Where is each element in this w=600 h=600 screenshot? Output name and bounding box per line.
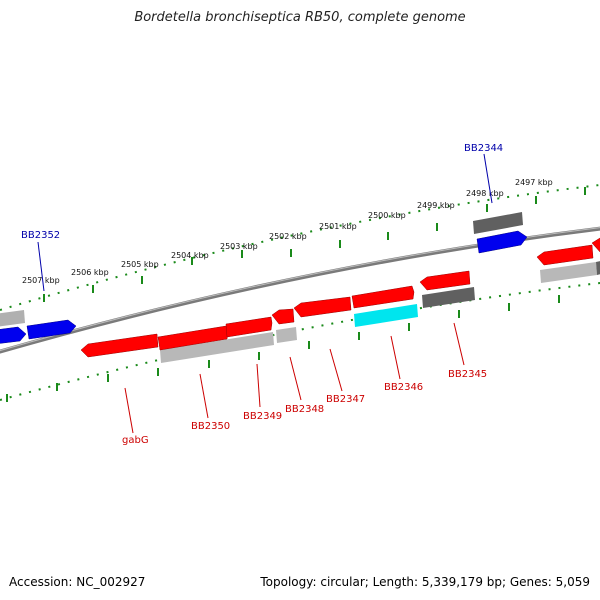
gene-arrow[interactable] (351, 285, 415, 309)
gene-arrow[interactable] (591, 237, 600, 253)
ruler-label: 2500 kbp (368, 211, 406, 220)
ruler-label: 2504 kbp (171, 251, 209, 260)
inner-ruler (0, 282, 600, 401)
gene-label-bb2349[interactable]: BB2349 (243, 411, 282, 422)
ruler-label: 2505 kbp (121, 260, 159, 269)
feature-box[interactable] (540, 262, 597, 283)
feature-box[interactable] (422, 287, 475, 308)
gene-label-bb2345[interactable]: BB2345 (448, 369, 487, 380)
ruler-label: 2497 kbp (515, 178, 553, 187)
gene-label-bb2347[interactable]: BB2347 (326, 394, 365, 405)
feature-box[interactable] (596, 260, 600, 275)
gene-arrow[interactable] (536, 244, 594, 266)
label-leaders (37, 153, 493, 434)
leader-line (453, 322, 465, 366)
feature-box[interactable] (160, 332, 274, 363)
gene-arrow[interactable] (419, 270, 471, 291)
genome-summary: Topology: circular; Length: 5,339,179 bp… (260, 575, 590, 589)
outer-ruler-ticks (43, 187, 586, 302)
gene-arrow[interactable] (26, 319, 77, 340)
gene-arrow[interactable] (293, 296, 352, 318)
feature-box[interactable] (276, 327, 297, 343)
leader-line (289, 356, 302, 401)
gene-labels: BB2352 BB2344 gabG BB2350 BB2349 BB2348 … (21, 143, 503, 446)
gene-arrow[interactable] (0, 326, 27, 344)
ruler-label: 2506 kbp (71, 268, 109, 277)
inner-ruler-ticks (6, 295, 560, 402)
leader-line (256, 363, 261, 408)
gene-label-bb2352[interactable]: BB2352 (21, 230, 60, 241)
ruler-label: 2502 kbp (269, 232, 307, 241)
leader-line (124, 387, 134, 434)
ruler-label: 2499 kbp (417, 201, 455, 210)
gene-label-bb2344[interactable]: BB2344 (464, 143, 503, 154)
gene-label-bb2350[interactable]: BB2350 (191, 421, 230, 432)
leader-line (390, 335, 401, 380)
feature-box[interactable] (473, 212, 523, 234)
feature-box[interactable] (0, 310, 25, 327)
reverse-strand-features (0, 230, 528, 344)
ruler-labels: 2507 kbp 2506 kbp 2505 kbp 2504 kbp 2503… (22, 178, 553, 285)
leader-line (483, 153, 493, 204)
leader-line (37, 241, 45, 292)
forward-strand-features (80, 237, 600, 358)
ruler-label: 2507 kbp (22, 276, 60, 285)
grey-features (0, 212, 600, 363)
ruler-label: 2501 kbp (319, 222, 357, 231)
gene-label-gabg[interactable]: gabG (122, 435, 149, 446)
gene-label-bb2348[interactable]: BB2348 (285, 404, 324, 415)
feature-box-cyan[interactable] (354, 304, 418, 327)
ruler-label: 2503 kbp (220, 242, 258, 251)
outer-ruler (0, 184, 600, 311)
map-title: Bordetella bronchiseptica RB50, complete… (134, 10, 466, 25)
gene-arrow[interactable] (271, 308, 295, 325)
gene-label-bb2346[interactable]: BB2346 (384, 382, 423, 393)
leader-line (329, 348, 343, 392)
gene-arrow[interactable] (225, 316, 273, 338)
gene-arrow[interactable] (476, 230, 528, 254)
ruler-label: 2498 kbp (466, 189, 504, 198)
gene-arrow[interactable] (80, 333, 159, 358)
leader-line (199, 373, 209, 419)
accession-label: Accession: NC_002927 (9, 575, 146, 589)
